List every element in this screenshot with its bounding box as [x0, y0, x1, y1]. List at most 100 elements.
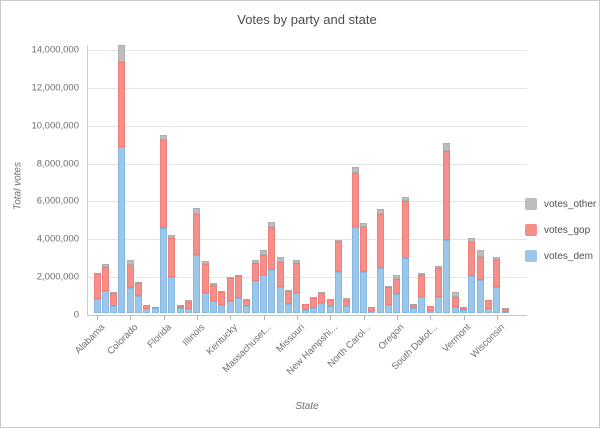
bar-arkansas[interactable]	[110, 291, 118, 313]
segment-votes_dem	[426, 310, 434, 313]
bar-new-mexico[interactable]	[343, 297, 351, 313]
segment-votes_dem	[176, 307, 184, 313]
bar-nebraska[interactable]	[310, 297, 318, 313]
bar-michigan[interactable]	[268, 222, 276, 313]
segment-votes_other	[351, 166, 359, 174]
bar-arizona[interactable]	[101, 264, 109, 313]
segment-votes_other	[226, 276, 234, 279]
segment-votes_gop	[185, 301, 193, 310]
bar-tennessee[interactable]	[435, 265, 443, 313]
segment-votes_gop	[360, 226, 368, 272]
bar-california[interactable]	[118, 44, 126, 313]
segment-votes_gop	[385, 287, 393, 306]
bar-new-hampshire[interactable]	[326, 298, 334, 313]
segment-votes_gop	[443, 150, 451, 240]
bar-texas[interactable]	[443, 143, 451, 313]
segment-votes_other	[251, 260, 259, 264]
bar-connecticut[interactable]	[135, 281, 143, 313]
bar-colorado[interactable]	[126, 260, 134, 313]
gridline	[87, 239, 527, 241]
bar-virginia[interactable]	[468, 237, 476, 313]
bar-kansas[interactable]	[218, 290, 226, 313]
segment-votes_other	[318, 291, 326, 294]
segment-votes_dem	[235, 298, 243, 313]
segment-votes_other	[201, 261, 209, 264]
segment-votes_gop	[235, 275, 243, 299]
bar-idaho[interactable]	[185, 299, 193, 313]
bar-oklahoma[interactable]	[385, 285, 393, 313]
bar-north-carolina[interactable]	[360, 223, 368, 313]
segment-votes_gop	[168, 237, 176, 278]
bar-south-dakota[interactable]	[426, 306, 434, 313]
y-axis-line	[87, 45, 88, 315]
segment-votes_other	[385, 285, 393, 288]
segment-votes_dem	[126, 287, 134, 313]
bar-georgia[interactable]	[168, 235, 176, 313]
bar-delaware[interactable]	[143, 304, 151, 313]
legend-swatch-icon	[525, 224, 537, 236]
bar-rhode-island[interactable]	[410, 304, 418, 313]
legend-item-votes_gop[interactable]: votes_gop	[525, 224, 596, 236]
bar-minnesota[interactable]	[276, 257, 284, 313]
segment-votes_dem	[310, 307, 318, 313]
bar-indiana[interactable]	[201, 261, 209, 313]
bar-florida[interactable]	[160, 134, 168, 313]
x-tick-label: Vermont	[440, 322, 474, 355]
bar-alabama[interactable]	[93, 272, 101, 313]
legend-item-votes_dem[interactable]: votes_dem	[525, 250, 596, 262]
bar-west-virginia[interactable]	[485, 299, 493, 313]
segment-votes_dem	[393, 294, 401, 313]
segment-votes_gop	[376, 213, 384, 268]
legend-swatch-icon	[525, 198, 537, 210]
bar-missouri[interactable]	[293, 259, 301, 313]
x-tick-label: Florida	[145, 322, 174, 351]
segment-votes_dem	[210, 300, 218, 313]
y-tick-label: 4,000,000	[36, 233, 79, 245]
bar-wyoming[interactable]	[501, 308, 509, 313]
segment-votes_other	[260, 250, 268, 255]
bar-south-carolina[interactable]	[418, 273, 426, 313]
bar-district-of-columbia[interactable]	[151, 307, 159, 313]
bar-pennsylvania[interactable]	[401, 197, 409, 313]
segment-votes_gop	[476, 256, 484, 281]
x-tick	[163, 315, 165, 320]
segment-votes_dem	[185, 309, 193, 313]
gridline	[87, 50, 527, 51]
bar-hawaii[interactable]	[176, 304, 184, 313]
bar-ohio[interactable]	[376, 208, 384, 313]
segment-votes_gop	[318, 293, 326, 303]
bar-kentucky[interactable]	[226, 276, 234, 313]
legend-item-votes_other[interactable]: votes_other	[525, 198, 596, 210]
segment-votes_gop	[501, 308, 509, 312]
bar-mississippi[interactable]	[285, 290, 293, 313]
bar-illinois[interactable]	[193, 208, 201, 313]
bar-iowa[interactable]	[210, 283, 218, 313]
segment-votes_gop	[435, 267, 443, 297]
segment-votes_dem	[243, 306, 251, 313]
bar-washington[interactable]	[476, 250, 484, 313]
gridline	[87, 277, 527, 279]
bar-north-dakota[interactable]	[368, 306, 376, 313]
bar-new-jersey[interactable]	[335, 239, 343, 313]
bar-new-york[interactable]	[351, 166, 359, 313]
bar-nevada[interactable]	[318, 291, 326, 313]
segment-votes_dem	[351, 226, 359, 313]
bar-wisconsin[interactable]	[493, 256, 501, 313]
segment-votes_dem	[218, 304, 226, 313]
segment-votes_other	[293, 259, 301, 263]
segment-votes_gop	[143, 305, 151, 309]
bar-louisiana[interactable]	[235, 274, 243, 313]
bar-montana[interactable]	[301, 303, 309, 313]
bar-maryland[interactable]	[251, 260, 259, 313]
bar-maine[interactable]	[243, 298, 251, 313]
x-tick-label: Alabama	[72, 322, 107, 357]
bar-massachusetts[interactable]	[260, 250, 268, 313]
segment-votes_other	[468, 237, 476, 243]
segment-votes_other	[101, 264, 109, 268]
bar-utah[interactable]	[451, 291, 459, 313]
legend-label: votes_dem	[544, 250, 593, 262]
bar-oregon[interactable]	[393, 275, 401, 313]
bar-vermont[interactable]	[460, 307, 468, 313]
legend-label: votes_other	[544, 198, 597, 210]
